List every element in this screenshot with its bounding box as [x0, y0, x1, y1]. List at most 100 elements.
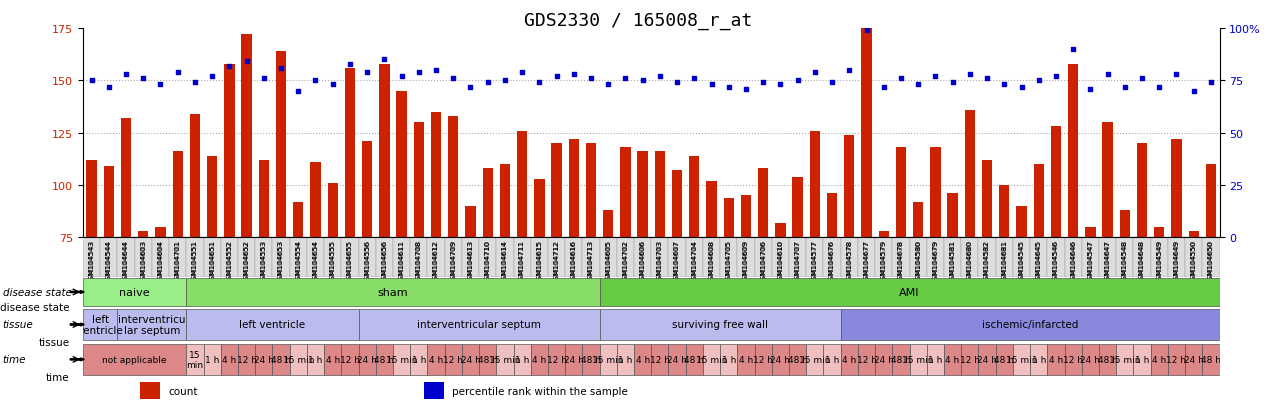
Bar	[1134, 344, 1151, 375]
Bar	[462, 344, 479, 375]
Text: 12 h: 12 h	[650, 355, 670, 364]
Bar	[893, 344, 909, 375]
Point	[116, 71, 137, 78]
Bar	[359, 309, 600, 340]
Point	[891, 76, 912, 82]
Text: 24 h: 24 h	[977, 355, 997, 364]
Bar	[552, 144, 562, 394]
Text: 48 h: 48 h	[891, 355, 911, 364]
Bar	[1085, 227, 1096, 394]
Point	[908, 82, 928, 88]
Bar	[927, 238, 944, 277]
Text: GSM104712: GSM104712	[553, 239, 559, 283]
Text: 1 h: 1 h	[618, 355, 632, 364]
Text: 1 h: 1 h	[308, 355, 323, 364]
Text: GSM104603: GSM104603	[140, 240, 147, 284]
Bar	[207, 156, 217, 394]
Text: GDS2330 / 165008_r_at: GDS2330 / 165008_r_at	[525, 12, 752, 30]
Text: ischemic/infarcted: ischemic/infarcted	[982, 320, 1078, 330]
Text: 12 h: 12 h	[1064, 355, 1083, 364]
Bar	[909, 238, 927, 277]
Text: GSM104709: GSM104709	[451, 239, 456, 283]
Bar	[672, 171, 682, 394]
Text: left ventricle: left ventricle	[239, 320, 305, 330]
Text: GSM104545: GSM104545	[1019, 239, 1024, 283]
Text: 48 h: 48 h	[684, 355, 705, 364]
Bar	[978, 344, 996, 375]
Text: 24 h: 24 h	[358, 355, 377, 364]
Point	[1184, 88, 1204, 95]
Text: 4 h: 4 h	[222, 355, 236, 364]
Text: GSM104604: GSM104604	[157, 240, 163, 284]
Text: tissue: tissue	[3, 320, 33, 330]
Text: GSM104551: GSM104551	[192, 240, 198, 284]
Text: GSM104615: GSM104615	[536, 239, 543, 283]
Text: percentile rank within the sample: percentile rank within the sample	[452, 386, 628, 396]
Bar	[121, 119, 132, 394]
Bar	[840, 309, 1220, 340]
Text: GSM104556: GSM104556	[364, 240, 370, 284]
Bar	[276, 52, 286, 394]
Bar	[444, 238, 462, 277]
Point	[391, 74, 411, 80]
Text: GSM104651: GSM104651	[209, 239, 215, 283]
Point	[632, 78, 653, 84]
Point	[1062, 47, 1083, 53]
Text: GSM104681: GSM104681	[1001, 239, 1008, 283]
Point	[736, 86, 756, 93]
Bar	[117, 238, 134, 277]
Text: GSM104551: GSM104551	[192, 239, 198, 283]
Bar	[759, 169, 769, 394]
Text: GSM104712: GSM104712	[553, 240, 559, 284]
Text: 12 h: 12 h	[1166, 355, 1186, 364]
Text: 24 h: 24 h	[873, 355, 894, 364]
Bar	[444, 344, 462, 375]
Bar	[1065, 344, 1082, 375]
Bar	[410, 238, 428, 277]
Text: GSM104707: GSM104707	[794, 240, 801, 284]
Bar	[1099, 238, 1116, 277]
Point	[374, 57, 395, 64]
Bar	[1102, 123, 1112, 394]
Bar	[962, 238, 978, 277]
Bar	[1151, 344, 1168, 375]
Bar	[909, 344, 927, 375]
Bar	[586, 144, 596, 394]
Bar	[789, 344, 806, 375]
Text: 12 h: 12 h	[960, 355, 979, 364]
Bar	[824, 238, 840, 277]
Text: GSM104612: GSM104612	[433, 240, 439, 284]
Text: 15 min: 15 min	[593, 355, 624, 364]
Bar	[621, 148, 631, 394]
Bar	[531, 344, 548, 375]
Point	[770, 82, 790, 88]
Bar	[706, 181, 716, 394]
Bar	[827, 194, 838, 394]
Point	[443, 76, 464, 82]
Point	[220, 63, 240, 70]
Bar	[875, 344, 893, 375]
Text: GSM104653: GSM104653	[278, 239, 283, 283]
Text: GSM104701: GSM104701	[175, 239, 181, 283]
Text: GSM104680: GSM104680	[967, 240, 973, 284]
Text: GSM104646: GSM104646	[1070, 240, 1077, 284]
Text: GSM104649: GSM104649	[1174, 240, 1180, 284]
Bar	[702, 344, 720, 375]
Text: GSM104552: GSM104552	[226, 239, 232, 283]
Point	[994, 82, 1014, 88]
Bar	[1013, 238, 1031, 277]
Bar	[806, 344, 824, 375]
Text: GSM104578: GSM104578	[847, 240, 852, 284]
Text: GSM104656: GSM104656	[382, 239, 387, 283]
Text: GSM104556: GSM104556	[364, 239, 370, 283]
Text: 12 h: 12 h	[443, 355, 464, 364]
Text: 24 h: 24 h	[770, 355, 790, 364]
Text: 4 h: 4 h	[842, 355, 857, 364]
Text: 48 h: 48 h	[995, 355, 1014, 364]
Bar	[117, 309, 186, 340]
Bar	[702, 238, 720, 277]
Point	[1131, 76, 1152, 82]
Text: GSM104613: GSM104613	[467, 240, 474, 284]
Text: 12 h: 12 h	[340, 355, 360, 364]
Point	[1097, 71, 1117, 78]
